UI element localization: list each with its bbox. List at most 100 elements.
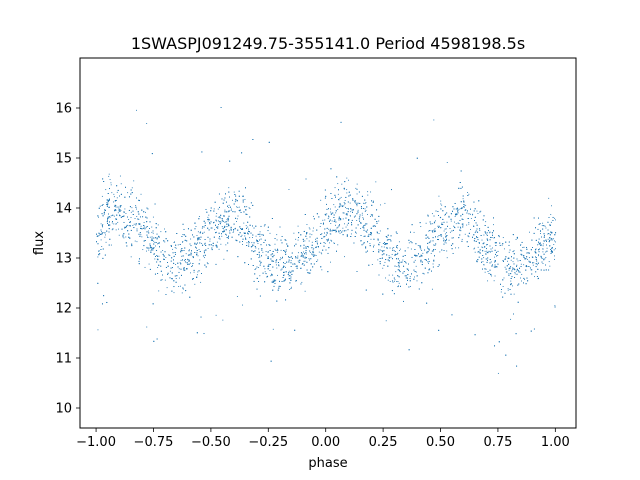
data-point — [463, 204, 465, 205]
data-point — [204, 225, 206, 226]
data-point — [315, 240, 317, 242]
data-point — [160, 270, 162, 272]
data-point — [297, 255, 299, 257]
data-point — [312, 266, 314, 268]
data-point — [540, 230, 541, 232]
data-point — [489, 232, 491, 234]
data-point — [519, 271, 521, 273]
data-point — [440, 208, 442, 210]
data-point — [438, 235, 440, 236]
data-point — [259, 264, 261, 266]
data-point — [271, 273, 273, 275]
data-point — [530, 269, 532, 271]
data-point — [538, 277, 539, 279]
data-point — [198, 238, 200, 240]
data-point — [207, 216, 209, 218]
data-point — [326, 227, 328, 229]
data-point — [488, 272, 490, 274]
data-point — [265, 273, 267, 274]
data-point — [545, 269, 547, 271]
data-point — [107, 201, 109, 203]
data-point — [156, 233, 158, 235]
data-point — [484, 246, 486, 248]
data-point — [234, 228, 236, 230]
data-point — [432, 250, 434, 252]
data-point — [208, 214, 210, 216]
data-point — [525, 283, 527, 285]
data-point — [355, 231, 356, 233]
data-point — [440, 200, 442, 202]
data-point — [204, 239, 206, 240]
data-point — [178, 286, 180, 287]
data-point — [327, 218, 329, 219]
data-point — [151, 153, 153, 155]
data-point — [289, 289, 291, 290]
data-point — [230, 206, 231, 208]
data-point — [223, 199, 225, 201]
data-point — [108, 200, 110, 202]
data-point — [246, 206, 248, 208]
data-point — [210, 221, 212, 223]
data-point — [346, 177, 348, 179]
data-point — [435, 220, 436, 222]
data-point — [493, 224, 494, 226]
data-point — [393, 280, 395, 282]
data-point — [502, 296, 504, 298]
data-point — [546, 244, 547, 246]
data-point — [125, 236, 127, 238]
data-point — [393, 293, 395, 295]
data-point — [526, 266, 528, 267]
data-point — [130, 217, 132, 219]
data-point — [444, 214, 446, 216]
data-point — [227, 211, 229, 213]
data-point — [365, 289, 367, 291]
data-point — [272, 289, 274, 291]
data-point — [313, 263, 315, 265]
data-point — [131, 243, 133, 245]
data-point — [514, 269, 516, 271]
data-point — [149, 245, 151, 247]
data-point — [301, 253, 303, 255]
data-point — [484, 250, 486, 252]
data-point — [151, 231, 153, 233]
data-point — [472, 236, 473, 238]
data-point — [99, 233, 101, 235]
data-point — [536, 276, 538, 277]
data-point — [379, 258, 381, 259]
data-point — [457, 210, 459, 212]
data-point — [432, 240, 434, 242]
data-point — [360, 228, 362, 229]
data-point — [494, 249, 496, 251]
data-point — [411, 273, 412, 275]
data-point — [258, 281, 260, 282]
data-point — [200, 236, 202, 238]
data-point — [433, 249, 435, 251]
data-point — [309, 259, 310, 261]
data-point — [514, 277, 516, 278]
data-point — [413, 278, 415, 280]
data-point — [130, 211, 132, 213]
data-point — [509, 268, 511, 270]
data-point — [196, 254, 198, 256]
data-point — [548, 241, 550, 243]
data-point — [151, 239, 153, 241]
data-point — [190, 254, 192, 256]
data-point — [370, 232, 372, 234]
data-point — [181, 250, 183, 252]
data-point — [173, 280, 175, 282]
data-point — [342, 227, 344, 229]
data-point — [185, 253, 187, 255]
data-point — [421, 250, 423, 251]
data-point — [248, 245, 250, 247]
data-point — [549, 237, 551, 239]
data-point — [197, 255, 199, 257]
data-point — [441, 223, 443, 225]
data-point — [204, 243, 206, 245]
data-point — [97, 215, 99, 217]
data-point — [543, 236, 545, 238]
data-point — [192, 278, 194, 280]
data-point — [418, 288, 420, 290]
data-point — [459, 234, 461, 236]
data-point — [205, 208, 207, 210]
data-point — [549, 238, 551, 240]
